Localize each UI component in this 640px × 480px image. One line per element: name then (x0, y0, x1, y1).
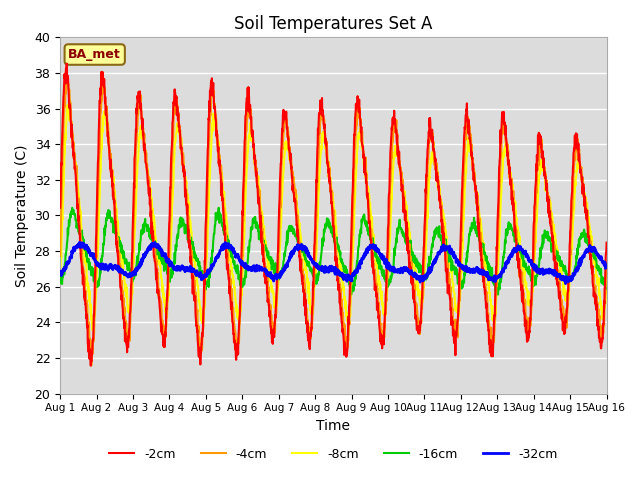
Title: Soil Temperatures Set A: Soil Temperatures Set A (234, 15, 433, 33)
Legend: -2cm, -4cm, -8cm, -16cm, -32cm: -2cm, -4cm, -8cm, -16cm, -32cm (104, 443, 563, 466)
Y-axis label: Soil Temperature (C): Soil Temperature (C) (15, 144, 29, 287)
Text: BA_met: BA_met (68, 48, 121, 61)
X-axis label: Time: Time (316, 419, 350, 433)
